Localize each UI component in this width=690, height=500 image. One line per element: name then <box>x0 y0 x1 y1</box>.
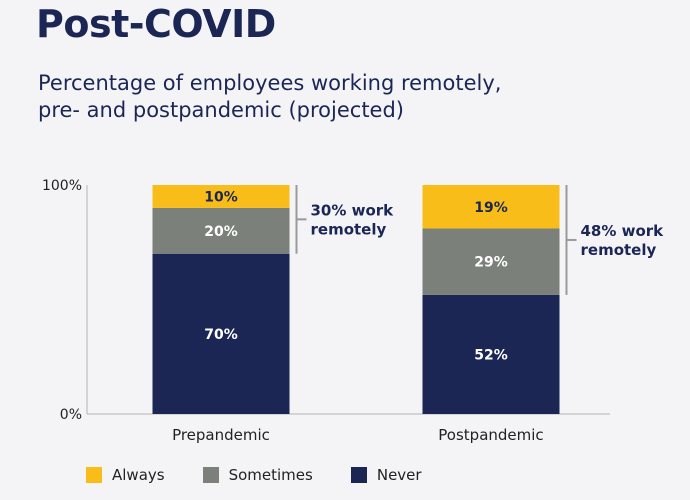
chart-legend: Always Sometimes Never <box>86 466 460 484</box>
bar-segment-sometimes <box>152 207 290 254</box>
chart-subtitle: Percentage of employees working remotely… <box>38 70 598 124</box>
bar-segment-sometimes <box>422 228 560 295</box>
legend-swatch-never <box>350 467 367 483</box>
data-label-sometimes: 29% <box>474 255 508 271</box>
remote-annotation-line: 48% work <box>581 222 665 240</box>
legend-item-always: Always <box>86 466 165 484</box>
remote-annotation-line: 30% work <box>311 201 395 219</box>
bar-segment-never <box>152 253 290 414</box>
legend-item-sometimes: Sometimes <box>202 466 313 484</box>
legend-item-never: Never <box>350 466 422 484</box>
subtitle-line-2: pre- and postpandemic (projected) <box>38 98 405 122</box>
legend-swatch-always <box>86 467 102 483</box>
data-label-sometimes: 20% <box>204 224 238 240</box>
x-category-label: Postpandemic <box>438 426 543 444</box>
remote-annotation-line: remotely <box>581 241 657 259</box>
bar-segment-always <box>152 185 290 208</box>
legend-label-sometimes: Sometimes <box>228 466 313 484</box>
x-category-label: Prepandemic <box>172 426 270 444</box>
data-label-never: 70% <box>204 327 238 343</box>
data-label-always: 10% <box>204 189 238 205</box>
subtitle-line-1: Percentage of employees working remotely… <box>38 71 502 95</box>
data-label-always: 19% <box>474 200 508 216</box>
legend-label-never: Never <box>376 466 422 484</box>
bar-segment-always <box>422 185 560 229</box>
remote-annotation-line: remotely <box>311 220 387 238</box>
bar-segment-never <box>422 294 560 414</box>
data-label-never: 52% <box>474 347 508 363</box>
chart-title: Post-COVID <box>36 2 276 46</box>
legend-label-always: Always <box>112 466 165 484</box>
y-tick-label: 0% <box>60 407 82 423</box>
legend-swatch-sometimes <box>202 467 219 483</box>
y-tick-label: 100% <box>42 178 82 194</box>
